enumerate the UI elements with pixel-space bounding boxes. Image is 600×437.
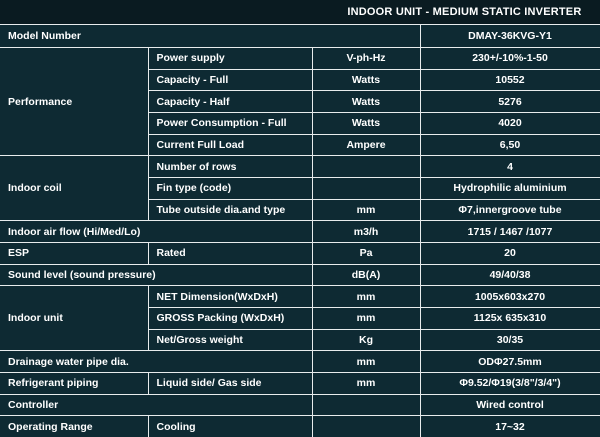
spec-unit (311, 393, 421, 417)
spec-value: Wired control (419, 393, 600, 417)
spec-value: 10552 (419, 68, 600, 92)
section-label-performance: Performance (0, 46, 149, 157)
sound-level-row: Sound level (sound pressure) dB(A) 49/40… (0, 263, 600, 287)
spec-unit: mm (311, 350, 421, 374)
table-header-row: INDOOR UNIT - MEDIUM STATIC INVERTER (0, 0, 600, 25)
spec-label: Capacity - Half (147, 90, 313, 114)
spec-label: Current Full Load (147, 133, 313, 157)
performance-row-5: Current Full Load Ampere 6,50 (0, 133, 600, 157)
spec-value: 1715 / 1467 /1077 (419, 220, 600, 244)
indoor-unit-row-2: GROSS Packing (WxDxH) mm 1125x 635x310 (0, 307, 600, 330)
performance-row-3: Capacity - Half Watts 5276 (0, 90, 600, 114)
spec-value: 30/35 (419, 328, 600, 352)
performance-row-2: Capacity - Full Watts 10552 (0, 68, 600, 92)
spec-value: 230+/-10%-1-50 (419, 47, 600, 70)
spec-label: Fin type (code) (147, 177, 313, 200)
operating-range-row: Operating Range Cooling 17~32 (0, 415, 600, 437)
spec-unit: mm (311, 372, 421, 395)
model-number-row: Model Number DMAY-36KVG-Y1 (0, 24, 600, 48)
indoor-unit-row-1: Indoor unit NET Dimension(WxDxH) mm 1005… (0, 285, 600, 352)
spec-unit: mm (311, 198, 421, 222)
spec-value: 49/40/38 (419, 263, 600, 287)
spec-label: Cooling (147, 415, 313, 437)
spec-label: Tube outside dia.and type (147, 198, 313, 222)
spec-unit: m3/h (311, 220, 421, 244)
indoor-coil-row-2: Fin type (code) Hydrophilic aluminium (0, 177, 600, 200)
sound-level-label: Sound level (sound pressure) (0, 263, 313, 287)
refrigerant-row: Refrigerant piping Liquid side/ Gas side… (0, 372, 600, 395)
spec-unit: Watts (311, 112, 421, 135)
drainage-row: Drainage water pipe dia. mm ODΦ27.5mm (0, 350, 600, 374)
spec-value: 4 (419, 155, 600, 179)
spec-value: 17~32 (419, 415, 600, 437)
controller-row: Controller Wired control (0, 393, 600, 417)
spec-label: NET Dimension(WxDxH) (147, 285, 313, 309)
spec-label: Rated (147, 242, 313, 265)
spec-value: 6,50 (419, 133, 600, 157)
section-label-operating-range: Operating Range (0, 415, 149, 437)
spec-value: 20 (419, 242, 600, 265)
section-label-indoor-coil: Indoor coil (0, 155, 149, 222)
spec-value: 4020 (419, 112, 600, 135)
table-title: INDOOR UNIT - MEDIUM STATIC INVERTER (0, 0, 600, 25)
spec-label: Capacity - Full (147, 68, 313, 92)
spec-unit: Ampere (311, 133, 421, 157)
spec-label: Liquid side/ Gas side (147, 372, 313, 395)
spec-value: Φ9.52/Φ19(3/8"/3/4") (419, 372, 600, 395)
spec-unit: Pa (311, 242, 421, 265)
spec-unit: dB(A) (311, 263, 421, 287)
spec-unit: Watts (311, 68, 421, 92)
spec-unit (311, 155, 421, 179)
spec-unit: Kg (311, 328, 421, 352)
spec-unit: V-ph-Hz (311, 47, 421, 70)
air-flow-row: Indoor air flow (Hi/Med/Lo) m3/h 1715 / … (0, 220, 600, 244)
spec-unit: mm (311, 285, 421, 309)
spec-unit: mm (311, 307, 421, 330)
spec-value: 1125x 635x310 (419, 307, 600, 330)
spec-unit (311, 177, 421, 200)
spec-label: GROSS Packing (WxDxH) (147, 307, 313, 330)
performance-row-1: Performance Power supply V-ph-Hz 230+/-1… (0, 46, 600, 157)
spec-unit (311, 415, 421, 437)
spec-label: Power Consumption - Full (147, 112, 313, 135)
indoor-coil-row-3: Tube outside dia.and type mm Φ7,innergro… (0, 198, 600, 222)
spec-value: ODΦ27.5mm (419, 350, 600, 374)
model-number-label: Model Number (0, 24, 421, 48)
section-label-refrigerant: Refrigerant piping (0, 372, 149, 395)
spec-value: 5276 (419, 90, 600, 114)
spec-label: Net/Gross weight (147, 328, 313, 352)
spec-label: Power supply (147, 47, 313, 70)
spec-value: 1005x603x270 (419, 285, 600, 309)
controller-label: Controller (0, 393, 313, 417)
section-label-esp: ESP (0, 242, 149, 265)
indoor-unit-row-3: Net/Gross weight Kg 30/35 (0, 328, 600, 352)
section-label-indoor-unit: Indoor unit (0, 285, 149, 352)
spec-unit: Watts (311, 90, 421, 114)
drainage-label: Drainage water pipe dia. (0, 350, 313, 374)
spec-label: Number of rows (147, 155, 313, 179)
model-number-value: DMAY-36KVG-Y1 (419, 24, 600, 48)
spec-value: Φ7,innergroove tube (419, 198, 600, 222)
esp-row: ESP Rated Pa 20 (0, 242, 600, 265)
air-flow-label: Indoor air flow (Hi/Med/Lo) (0, 220, 313, 244)
indoor-coil-row-1: Indoor coil Number of rows 4 (0, 155, 600, 222)
spec-value: Hydrophilic aluminium (419, 177, 600, 200)
